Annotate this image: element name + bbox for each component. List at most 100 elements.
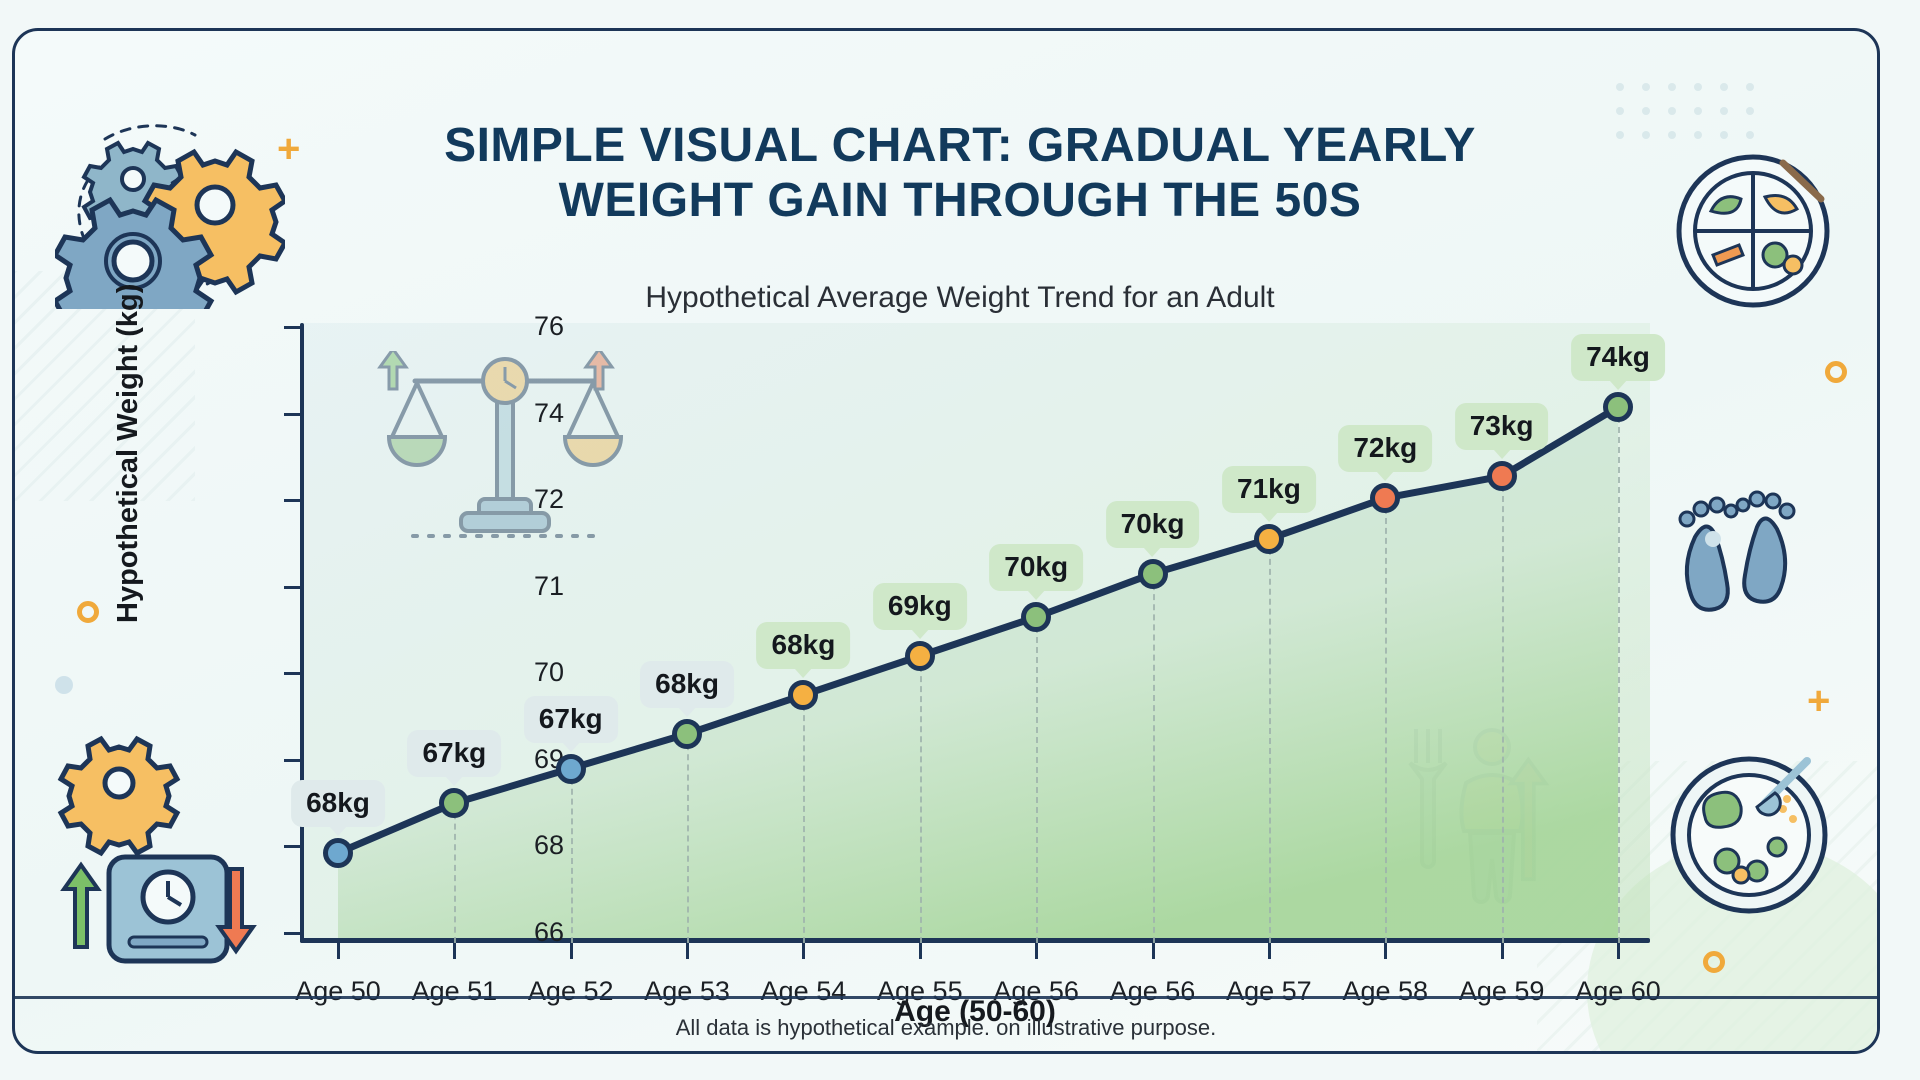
- vertical-grid-line: [1385, 497, 1388, 943]
- vertical-grid-line: [1268, 539, 1271, 943]
- label-tail: [1143, 546, 1162, 557]
- x-axis-tick: [918, 943, 922, 959]
- data-point-label-text: 71kg: [1236, 473, 1301, 505]
- data-point[interactable]: [1603, 392, 1633, 423]
- dot-grid-decoration: [1616, 83, 1754, 139]
- x-axis-tick: [802, 943, 806, 959]
- x-axis-tick: [1384, 943, 1388, 959]
- ring-decoration-right: [1825, 361, 1847, 383]
- x-axis-tick-label: Age 58: [1342, 976, 1429, 1006]
- data-point[interactable]: [904, 640, 935, 671]
- vertical-grid-line: [687, 733, 690, 943]
- x-axis-tick: [453, 943, 457, 959]
- x-axis-tick: [1267, 943, 1271, 959]
- y-axis-tick-label: 71: [533, 570, 564, 601]
- data-point-label-text: 70kg: [1120, 507, 1185, 539]
- y-axis-title: Hypothetical Weight (kg): [112, 283, 144, 623]
- y-axis-tick: [284, 499, 300, 503]
- label-tail: [794, 667, 813, 678]
- x-axis-tick-label: Age 54: [760, 976, 847, 1006]
- y-axis-tick-label: 66: [533, 917, 564, 947]
- label-tail: [910, 628, 929, 639]
- data-point[interactable]: [555, 753, 586, 784]
- chart-plot-area: Hypothetical Weight (kg) Age (50-60) 76 7…: [112, 284, 1665, 1028]
- plus-decoration-1: +: [277, 127, 301, 171]
- vertical-grid-line: [1618, 407, 1620, 943]
- vertical-grid-line: [570, 768, 573, 943]
- y-axis-tick: [284, 758, 300, 762]
- data-point[interactable]: [1253, 524, 1284, 555]
- x-axis-title: Age (50-60): [894, 995, 1056, 1028]
- data-point-label: 67kg: [523, 695, 618, 752]
- ring-decoration-bottom: [1703, 951, 1725, 973]
- y-axis-tick-label: 74: [533, 397, 564, 428]
- page-title: SIMPLE VISUAL CHART: GRADUAL YEARLY WEIG…: [345, 119, 1575, 228]
- infographic-frame: +: [12, 28, 1880, 1054]
- y-axis-tick: [284, 845, 300, 849]
- vertical-grid-line: [1036, 617, 1039, 943]
- data-point-label: 67kg: [407, 730, 502, 787]
- y-axis-tick-label: 76: [533, 311, 564, 341]
- x-axis-tick-label: Age 53: [644, 976, 730, 1006]
- data-point[interactable]: [323, 837, 353, 868]
- healthy-plate-icon: [1676, 154, 1830, 308]
- data-point-label-text: 67kg: [422, 737, 487, 769]
- label-tail: [561, 741, 580, 752]
- dot-decoration-left: [55, 676, 73, 694]
- data-point[interactable]: [439, 788, 470, 819]
- data-point-label: 73kg: [1454, 403, 1549, 460]
- salad-bowl-icon: [1670, 756, 1828, 914]
- data-point[interactable]: [672, 718, 703, 749]
- y-axis-tick-label: 69: [533, 743, 564, 774]
- x-axis-tick-label: Age 56: [993, 976, 1079, 1006]
- y-axis-tick: [284, 412, 300, 416]
- vertical-grid-line: [919, 655, 922, 943]
- label-tail: [678, 706, 697, 717]
- x-axis-tick-label: Age 59: [1458, 976, 1545, 1006]
- x-axis-tick: [569, 943, 573, 959]
- gears-icon: [55, 124, 285, 309]
- x-axis-tick: [1500, 943, 1504, 959]
- label-tail: [445, 776, 464, 787]
- x-axis-tick-label: Age 56: [1109, 976, 1196, 1006]
- vertical-grid-line: [803, 694, 806, 943]
- data-point[interactable]: [788, 679, 819, 710]
- x-axis: [300, 938, 1650, 943]
- y-axis-tick: [284, 326, 300, 329]
- data-point-label-text: 74kg: [1586, 341, 1650, 373]
- x-axis-tick: [686, 943, 690, 959]
- data-point-label: 74kg: [1571, 334, 1665, 391]
- x-axis-tick: [1617, 943, 1620, 959]
- dot-decoration-right: [1705, 531, 1721, 547]
- page-subtitle: Hypothetical Average Weight Trend for an…: [645, 281, 1275, 314]
- vertical-grid-line: [454, 803, 457, 943]
- label-tail: [1259, 512, 1278, 523]
- data-point[interactable]: [1137, 558, 1168, 589]
- footer-note: All data is hypothetical example. on ill…: [675, 1015, 1217, 1040]
- data-point-label: 69kg: [872, 582, 967, 639]
- data-point-label-text: 68kg: [771, 628, 836, 660]
- ring-decoration-left: [77, 601, 99, 623]
- x-axis-tick: [1035, 943, 1039, 959]
- data-point-label: 70kg: [989, 544, 1084, 600]
- x-axis-tick-label: Age 50: [295, 976, 381, 1006]
- data-point-label: 71kg: [1221, 466, 1316, 523]
- label-tail: [1608, 380, 1627, 391]
- label-tail: [1376, 470, 1395, 481]
- plus-decoration-2: +: [1807, 679, 1831, 723]
- data-point-label-text: 68kg: [306, 786, 370, 818]
- data-point[interactable]: [1021, 602, 1052, 632]
- data-point-label: 68kg: [756, 621, 851, 678]
- data-point[interactable]: [1486, 461, 1517, 492]
- x-axis-tick-label: Age 57: [1226, 976, 1312, 1006]
- x-axis-tick-label: Age 55: [877, 976, 963, 1006]
- y-axis-tick: [284, 932, 300, 935]
- data-point[interactable]: [1370, 482, 1401, 513]
- vertical-grid-line: [1152, 573, 1155, 943]
- data-point-label-text: 70kg: [1004, 551, 1069, 582]
- y-axis-tick-label: 72: [533, 484, 564, 515]
- data-point-label-text: 67kg: [538, 702, 603, 734]
- footprints-icon: [1678, 490, 1796, 612]
- series-line: [300, 323, 1650, 943]
- y-axis-tick-label: 68: [533, 830, 564, 861]
